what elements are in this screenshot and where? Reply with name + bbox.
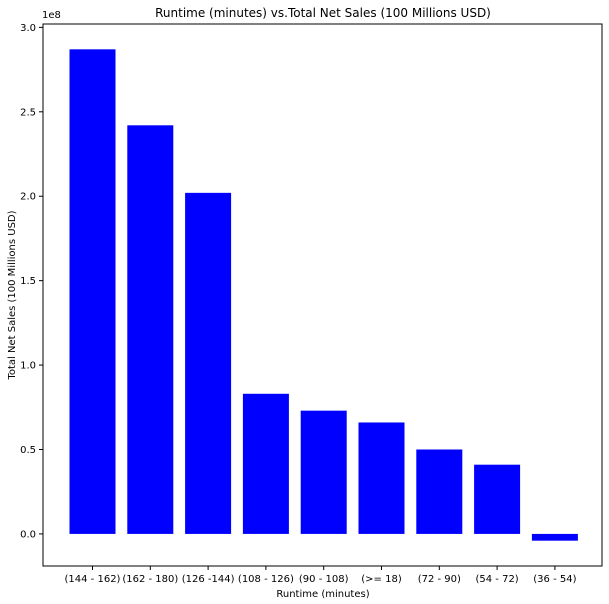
x-tick-label: (>= 18) xyxy=(361,574,402,585)
x-tick-label: (90 - 108) xyxy=(299,574,349,585)
x-tick-label: (72 - 90) xyxy=(418,574,461,585)
y-tick-label: 2.5 xyxy=(20,107,36,118)
y-offset-label: 1e8 xyxy=(42,10,61,21)
bar-0 xyxy=(69,49,116,534)
chart-title: Runtime (minutes) vs.Total Net Sales (10… xyxy=(155,6,491,20)
x-tick-label: (54 - 72) xyxy=(475,574,518,585)
bar-4 xyxy=(300,410,347,534)
x-tick-label: (108 - 126) xyxy=(238,574,294,585)
bar-8 xyxy=(531,533,578,541)
bar-7 xyxy=(474,464,521,534)
bar-6 xyxy=(416,449,463,534)
x-tick-label: (162 - 180) xyxy=(122,574,178,585)
x-tick-label: (126 -144) xyxy=(182,574,235,585)
bar-2 xyxy=(185,192,232,534)
bar-3 xyxy=(242,393,289,534)
y-tick-label: 1.0 xyxy=(20,361,36,372)
plot-frame xyxy=(42,23,603,567)
bar-5 xyxy=(358,422,405,534)
x-axis-label: Runtime (minutes) xyxy=(276,589,369,600)
y-tick-label: 0.0 xyxy=(20,529,36,540)
x-tick-label: (36 - 54) xyxy=(533,574,576,585)
y-tick-label: 0.5 xyxy=(20,445,36,456)
y-tick-label: 1.5 xyxy=(20,276,36,287)
bars-group xyxy=(69,49,578,541)
y-axis-label: Total Net Sales (100 Millions USD) xyxy=(7,210,18,380)
y-axis: 0.0 0.5 1.0 1.5 2.0 2.5 3.0 xyxy=(20,23,43,540)
bar-1 xyxy=(127,125,174,534)
x-tick-label: (144 - 162) xyxy=(65,574,121,585)
y-tick-label: 2.0 xyxy=(20,192,36,203)
x-axis: (144 - 162) (162 - 180) (126 -144) (108 - 1… xyxy=(65,566,577,585)
y-tick-label: 3.0 xyxy=(20,23,36,34)
